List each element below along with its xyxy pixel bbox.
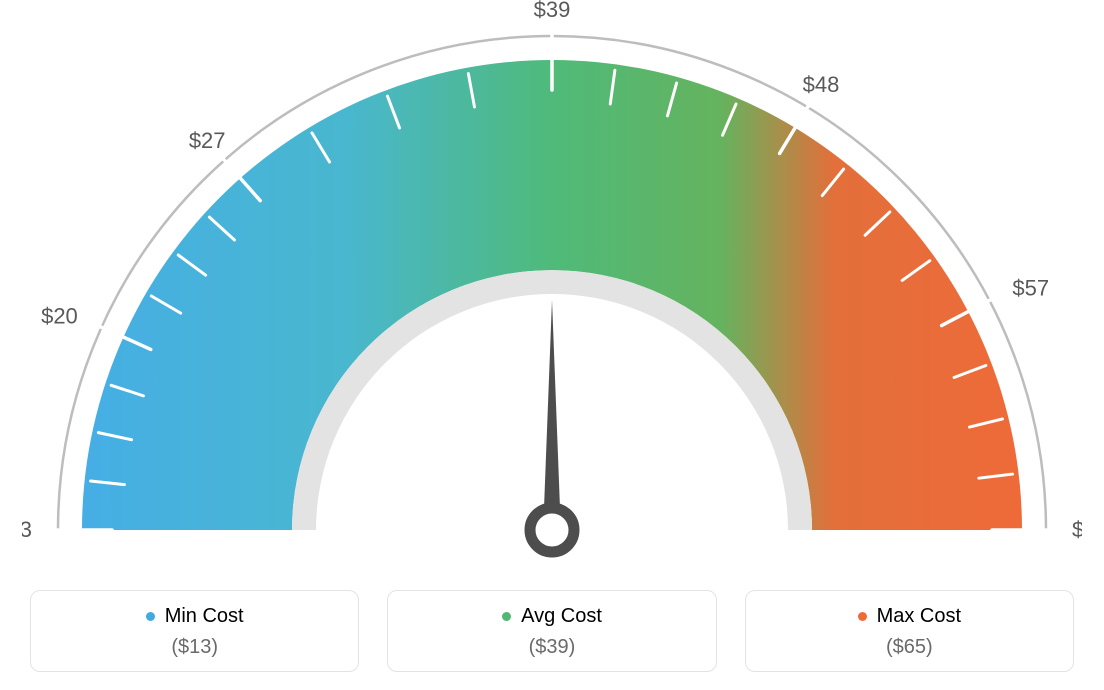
svg-text:$48: $48 xyxy=(803,72,840,97)
legend-title-text: Min Cost xyxy=(165,605,244,628)
legend-value-text: ($39) xyxy=(398,636,705,659)
svg-text:$27: $27 xyxy=(189,128,226,153)
dot-icon xyxy=(502,612,511,621)
legend-card-min: Min Cost ($13) xyxy=(30,590,359,672)
svg-text:$13: $13 xyxy=(22,517,32,542)
svg-text:$57: $57 xyxy=(1012,275,1049,300)
legend-row: Min Cost ($13) Avg Cost ($39) Max Cost (… xyxy=(0,590,1104,672)
legend-title-text: Max Cost xyxy=(877,605,961,628)
svg-text:$20: $20 xyxy=(41,304,78,329)
dot-icon xyxy=(146,612,155,621)
svg-text:$65: $65 xyxy=(1072,517,1082,542)
legend-value-text: ($13) xyxy=(41,636,348,659)
cost-gauge: $13 $20 $27 $39 $48 $57 $65 xyxy=(22,0,1082,560)
legend-card-avg: Avg Cost ($39) xyxy=(387,590,716,672)
svg-text:$39: $39 xyxy=(534,0,571,22)
legend-card-max: Max Cost ($65) xyxy=(745,590,1074,672)
legend-value-text: ($65) xyxy=(756,636,1063,659)
legend-title-text: Avg Cost xyxy=(521,605,602,628)
dot-icon xyxy=(858,612,867,621)
